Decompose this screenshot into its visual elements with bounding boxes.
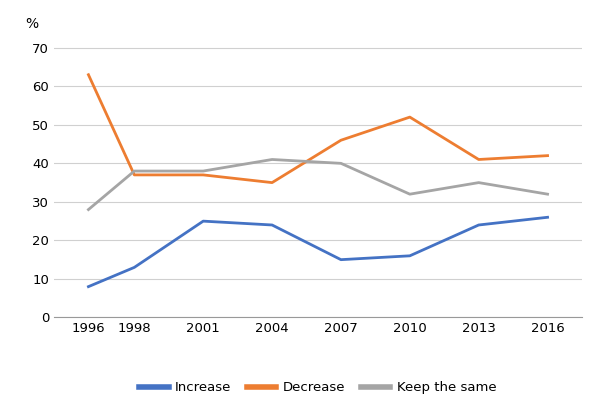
- Legend: Increase, Decrease, Keep the same: Increase, Decrease, Keep the same: [134, 376, 502, 400]
- Text: %: %: [25, 17, 38, 31]
